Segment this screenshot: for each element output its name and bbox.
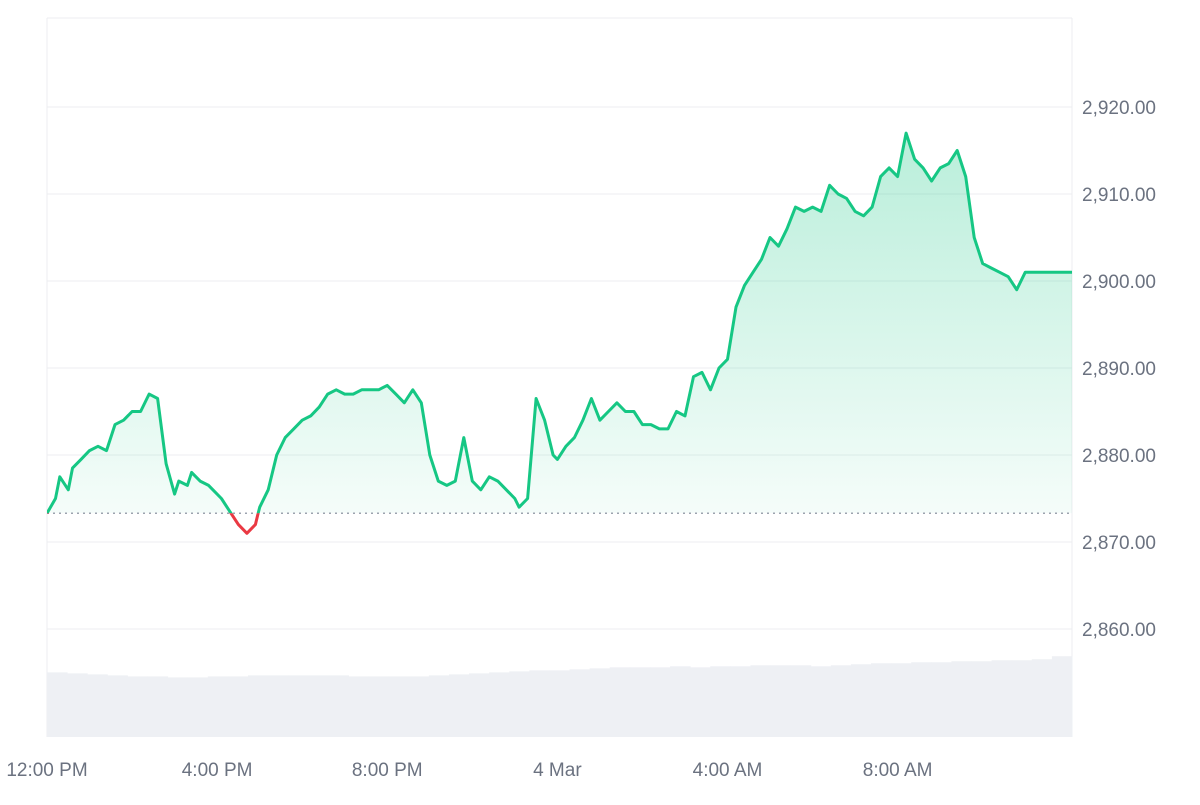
volume-bar — [429, 675, 450, 737]
volume-bar — [208, 676, 229, 737]
volume-bar — [570, 669, 591, 737]
y-tick-label: 2,860.00 — [1082, 620, 1156, 641]
volume-bar — [911, 662, 932, 737]
volume-bar — [348, 676, 369, 737]
volume-bar — [851, 664, 872, 737]
volume-bar — [509, 671, 530, 737]
volume-bar — [369, 676, 390, 737]
volume-bar — [831, 665, 852, 737]
volume-bar — [931, 662, 952, 737]
volume-bar — [188, 677, 209, 737]
volume-bar — [670, 666, 691, 737]
volume-bar — [791, 665, 812, 737]
volume-bar — [67, 673, 88, 737]
volume-bar — [650, 667, 671, 737]
volume-bar — [248, 675, 269, 737]
volume-bar — [610, 667, 631, 737]
volume-bar — [147, 676, 168, 737]
volume-bar — [47, 672, 68, 737]
y-tick-label: 2,900.00 — [1082, 272, 1156, 293]
volume-bar — [690, 667, 711, 737]
y-tick-label: 2,880.00 — [1082, 446, 1156, 467]
volume-bar — [268, 675, 289, 737]
volume-bar — [449, 674, 470, 737]
volume-bar — [630, 667, 651, 737]
volume-bar — [328, 675, 349, 737]
volume-bar — [590, 668, 611, 737]
volume-bar — [389, 676, 410, 737]
y-axis: 2,860.00 2,870.00 2,880.00 2,890.00 2,900.00… — [1082, 98, 1156, 641]
volume-bar — [409, 676, 430, 737]
volume-bar — [972, 661, 993, 737]
volume-bar — [730, 666, 751, 737]
volume-bar — [771, 665, 792, 737]
volume-bar — [168, 677, 189, 737]
price-area-fill — [47, 133, 1072, 533]
y-tick-label: 2,870.00 — [1082, 533, 1156, 554]
volume-bar — [127, 676, 148, 737]
volume-bar — [710, 666, 731, 737]
volume-bar — [489, 672, 510, 737]
volume-bar — [288, 675, 309, 737]
x-tick-label: 8:00 PM — [352, 760, 423, 781]
volume-bar — [469, 673, 490, 737]
volume-bar — [228, 676, 249, 737]
volume-bar — [107, 675, 128, 737]
x-tick-label: 8:00 AM — [863, 760, 933, 781]
volume-bar — [811, 666, 832, 737]
area-layer — [47, 133, 1072, 533]
volume-bar — [1052, 656, 1073, 737]
volume-bar — [750, 665, 771, 737]
volume-bar — [891, 663, 912, 737]
volume-bar — [871, 663, 892, 737]
volume-bar — [87, 674, 108, 737]
x-tick-label: 4:00 PM — [182, 760, 253, 781]
volume-bar — [308, 675, 329, 737]
volume-bar — [549, 670, 570, 737]
y-tick-label: 2,920.00 — [1082, 98, 1156, 119]
volume-layer — [47, 656, 1073, 737]
x-tick-label: 4:00 AM — [693, 760, 763, 781]
x-axis: 12:00 PM 4:00 PM 8:00 PM 4 Mar 4:00 AM 8:00 A… — [6, 760, 932, 781]
y-tick-label: 2,910.00 — [1082, 185, 1156, 206]
x-tick-label: 12:00 PM — [6, 760, 87, 781]
volume-bar — [1032, 659, 1053, 737]
volume-bar — [951, 661, 972, 737]
x-tick-label: 4 Mar — [533, 760, 582, 781]
volume-bar — [992, 660, 1013, 737]
volume-bar — [1012, 660, 1033, 737]
volume-bar — [529, 670, 550, 737]
y-tick-label: 2,890.00 — [1082, 359, 1156, 380]
